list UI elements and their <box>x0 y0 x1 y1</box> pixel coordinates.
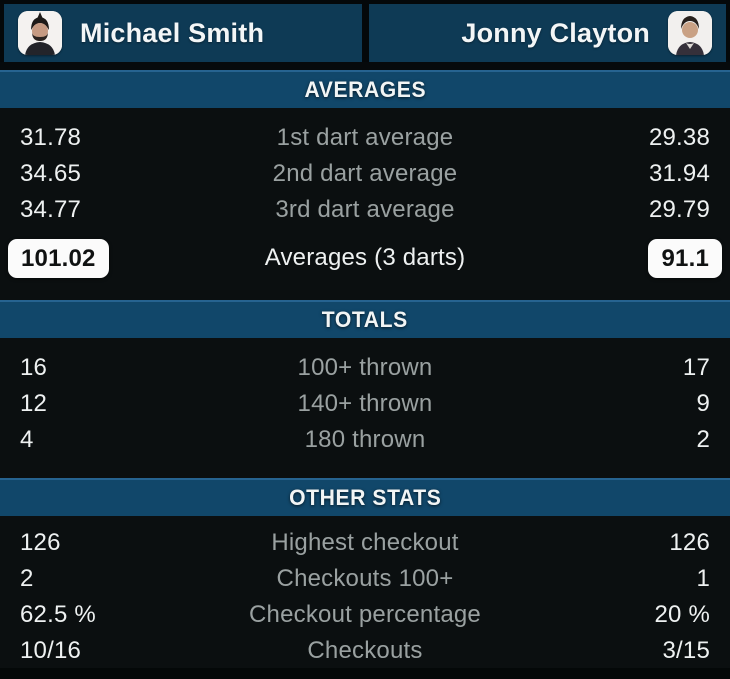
stat-value-right: 2 <box>696 426 710 453</box>
section-body-other-stats: 126 Highest checkout 126 2 Checkouts 100… <box>0 516 730 669</box>
stat-label: 180 thrown <box>304 426 426 453</box>
bottom-bar <box>0 668 730 679</box>
stat-value-left: 34.65 <box>20 160 82 187</box>
stat-value-left: 2 <box>20 565 34 592</box>
stat-value-right: 29.79 <box>648 196 710 223</box>
stat-row-2nd-dart-average: 34.65 2nd dart average 31.94 <box>0 156 730 192</box>
stat-value-left: 101.02 <box>0 238 265 278</box>
stat-label: 2nd dart average <box>272 160 458 187</box>
stat-value-left: 10/16 <box>20 637 82 664</box>
section-header-averages: AVERAGES <box>0 70 730 108</box>
stat-label: Checkouts 100+ <box>276 565 454 592</box>
stat-row-checkouts-100: 2 Checkouts 100+ 1 <box>0 561 730 597</box>
stat-row-checkout-percentage: 62.5 % Checkout percentage 20 % <box>0 597 730 633</box>
person-photo-icon <box>18 11 62 55</box>
stat-row-180-thrown: 4 180 thrown 2 <box>0 422 730 458</box>
stat-row-100-thrown: 16 100+ thrown 17 <box>0 350 730 386</box>
average-badge-right: 91.1 <box>648 238 722 278</box>
section-title: AVERAGES <box>304 77 426 102</box>
section-body-averages: 31.78 1st dart average 29.38 34.65 2nd d… <box>0 108 730 300</box>
average-badge-left: 101.02 <box>8 238 109 278</box>
stat-value-left: 12 <box>20 390 48 417</box>
stat-value-left: 4 <box>20 426 34 453</box>
section-header-other-stats: OTHER STATS <box>0 478 730 516</box>
player-right-name: Jonny Clayton <box>461 17 650 48</box>
stat-label: Checkout percentage <box>249 601 481 628</box>
stat-row-highest-checkout: 126 Highest checkout 126 <box>0 525 730 561</box>
section-title: TOTALS <box>322 307 408 332</box>
section-body-totals: 16 100+ thrown 17 12 140+ thrown 9 4 180… <box>0 338 730 478</box>
header-divider <box>0 62 730 70</box>
player-right-avatar <box>668 11 712 55</box>
stat-value-right: 91.1 <box>465 238 730 278</box>
stat-label: Averages (3 darts) <box>264 244 466 271</box>
player-left-name: Michael Smith <box>80 17 265 48</box>
stat-value-right: 17 <box>682 354 710 381</box>
stat-row-averages-3-darts: 101.02 Averages (3 darts) 91.1 <box>0 234 730 282</box>
stat-row-3rd-dart-average: 34.77 3rd dart average 29.79 <box>0 192 730 228</box>
player-left-avatar <box>18 11 62 55</box>
section-header-totals: TOTALS <box>0 300 730 338</box>
stat-value-right: 1 <box>696 565 710 592</box>
stat-label: 1st dart average <box>276 124 454 151</box>
stat-value-right: 3/15 <box>662 637 710 664</box>
stat-label: 3rd dart average <box>275 196 455 223</box>
stat-label: 100+ thrown <box>297 354 433 381</box>
stat-value-right: 29.38 <box>648 124 710 151</box>
stat-value-left: 126 <box>20 529 61 556</box>
stat-row-1st-dart-average: 31.78 1st dart average 29.38 <box>0 120 730 156</box>
stat-value-right: 126 <box>669 529 710 556</box>
stat-label: 140+ thrown <box>297 390 433 417</box>
stat-label: Checkouts <box>307 637 423 664</box>
stat-value-left: 62.5 % <box>20 601 96 628</box>
stat-row-checkouts: 10/16 Checkouts 3/15 <box>0 633 730 669</box>
stat-value-left: 16 <box>20 354 48 381</box>
stat-row-140-thrown: 12 140+ thrown 9 <box>0 386 730 422</box>
stat-label: Highest checkout <box>271 529 459 556</box>
person-photo-icon <box>668 11 712 55</box>
stat-value-right: 20 % <box>654 601 710 628</box>
stat-value-right: 31.94 <box>648 160 710 187</box>
section-title: OTHER STATS <box>288 485 442 510</box>
stat-value-left: 34.77 <box>20 196 82 223</box>
stat-value-left: 31.78 <box>20 124 82 151</box>
player-panel-right: Jonny Clayton <box>368 4 726 62</box>
players-header: Michael Smith Jonny Clayton <box>0 0 730 62</box>
stat-value-right: 9 <box>696 390 710 417</box>
player-panel-left: Michael Smith <box>4 4 362 62</box>
